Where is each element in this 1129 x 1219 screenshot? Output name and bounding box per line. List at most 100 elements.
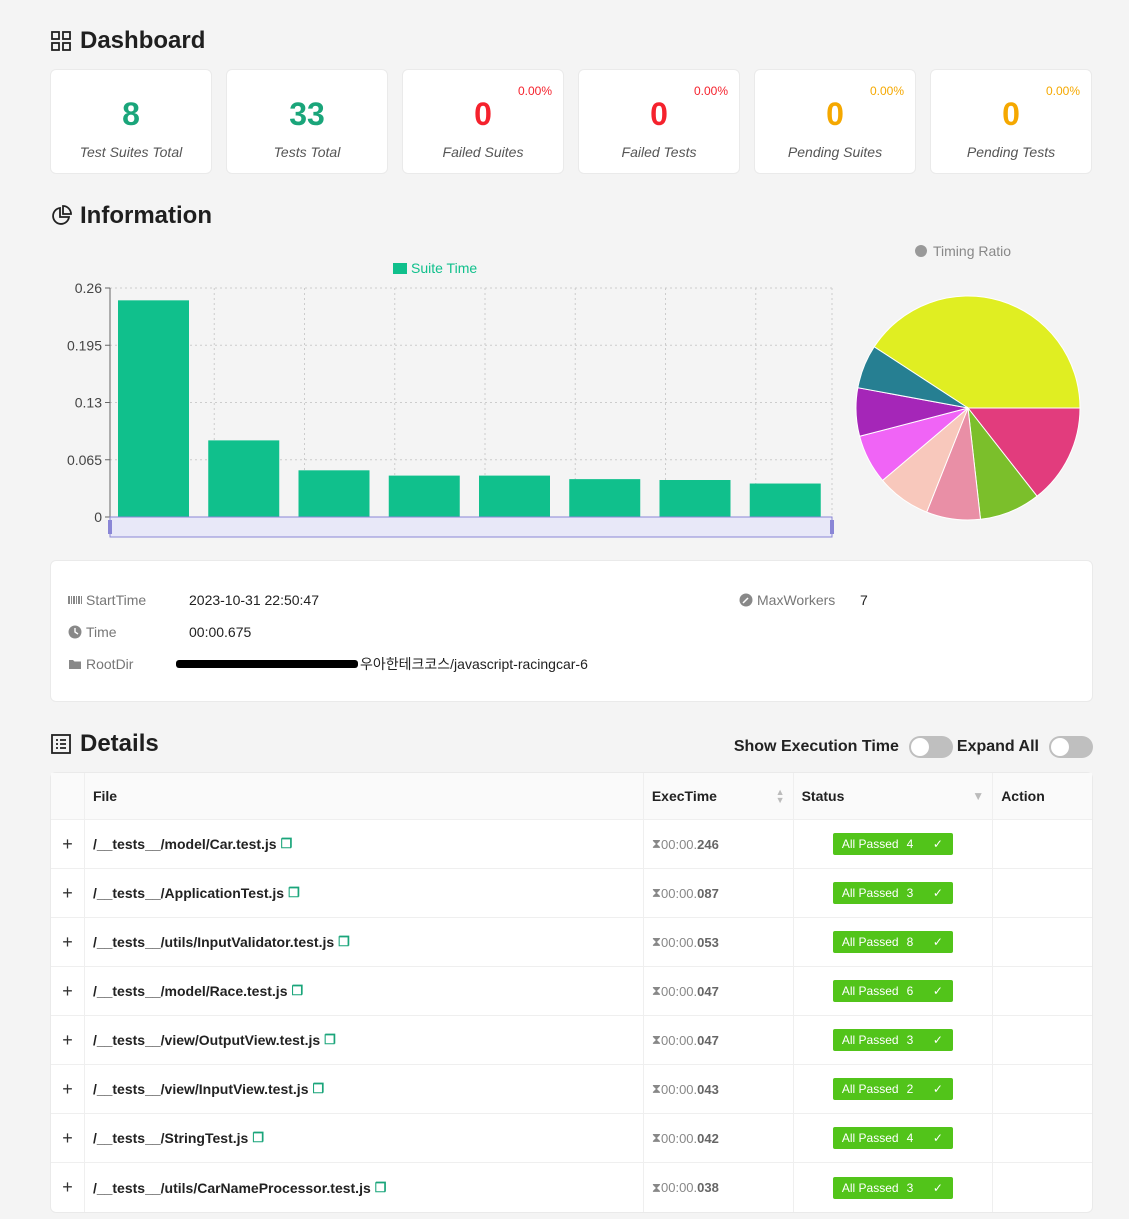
- card-value: 0: [474, 96, 492, 132]
- card-value: 8: [122, 96, 140, 132]
- suite-time-chart-svg: Suite Time 0 0.065 0.13 0.195 0.26: [67, 260, 834, 538]
- exectime-ms: 053: [697, 934, 719, 950]
- copy-icon[interactable]: ❐: [280, 836, 293, 851]
- expand-row-button[interactable]: +: [51, 918, 85, 966]
- exectime-prefix: 00:00.: [661, 885, 698, 901]
- copy-icon[interactable]: ❐: [252, 1130, 264, 1145]
- expand-row-button[interactable]: +: [51, 869, 85, 917]
- expand-row-button[interactable]: +: [51, 1114, 85, 1162]
- action-cell: [993, 1065, 1092, 1113]
- time-value: 00:00.675: [189, 624, 252, 640]
- table-row: + /__tests__/utils/InputValidator.test.j…: [51, 918, 1092, 967]
- copy-icon[interactable]: ❐: [338, 934, 350, 949]
- status-badge: All Passed 3 ✓: [832, 882, 953, 904]
- exectime-prefix: 00:00.: [661, 1032, 698, 1048]
- dashboard-gauge-icon: [739, 593, 753, 607]
- card-value: 0: [826, 96, 844, 132]
- pie-chart-icon: [52, 205, 72, 225]
- barcode-icon: [68, 596, 82, 604]
- card-tests-total: 33 Tests Total: [226, 69, 388, 174]
- card-percent: 0.00%: [517, 84, 552, 98]
- folder-icon: [69, 660, 81, 669]
- time-row: Time 00:00.675: [68, 624, 251, 640]
- rootdir-key: RootDir: [68, 656, 133, 672]
- hourglass-icon: ⧗: [651, 1179, 661, 1195]
- card-label: Test Suites Total: [79, 144, 183, 160]
- status-count: 2: [906, 1082, 914, 1096]
- show-exec-switch[interactable]: [908, 736, 953, 758]
- legend-label: Suite Time: [411, 260, 477, 276]
- zoom-handle-left: [108, 520, 112, 534]
- status-text: All Passed: [841, 1082, 899, 1096]
- details-toggles: Show Execution Time Expand All: [734, 736, 1093, 758]
- start-time-label: StartTime: [86, 592, 147, 608]
- bar: [388, 475, 460, 517]
- file-cell: /__tests__/model/Race.test.js ❐: [85, 967, 644, 1015]
- status-text: All Passed: [841, 1131, 899, 1145]
- zoom-slider: [109, 516, 833, 538]
- card-failed-suites: 0.00% 0 Failed Suites: [402, 69, 564, 174]
- max-workers-label: MaxWorkers: [757, 592, 836, 608]
- file-name: /__tests__/utils/InputValidator.test.js: [92, 934, 335, 950]
- status-count: 8: [906, 935, 914, 949]
- expand-row-button[interactable]: +: [51, 967, 85, 1015]
- copy-icon[interactable]: ❐: [312, 1081, 325, 1096]
- status-badge: All Passed 2 ✓: [832, 1078, 953, 1100]
- card-value: 33: [289, 96, 325, 132]
- time-label: Time: [86, 624, 117, 640]
- expand-row-button[interactable]: +: [51, 1016, 85, 1064]
- copy-icon[interactable]: ❐: [324, 1032, 336, 1047]
- status-cell: All Passed 3 ✓: [794, 1163, 994, 1212]
- timing-ratio-chart-svg: Timing Ratio: [855, 243, 1081, 521]
- card-percent: 0.00%: [869, 84, 904, 98]
- action-cell: [993, 1114, 1092, 1162]
- copy-icon[interactable]: ❐: [374, 1179, 387, 1195]
- sort-icon[interactable]: ▲ ▼: [775, 787, 785, 805]
- exectime-ms: 043: [697, 1081, 719, 1097]
- pie-slice[interactable]: [966, 407, 1081, 497]
- expand-row-button[interactable]: +: [51, 820, 85, 868]
- start-time-row: StartTime 2023-10-31 22:50:47: [68, 592, 319, 608]
- action-cell: [993, 1016, 1092, 1064]
- card-test-suites-total: 8 Test Suites Total: [50, 69, 212, 174]
- table-row: + /__tests__/ApplicationTest.js ❐ ⧗ 00:0…: [51, 869, 1092, 918]
- exectime-ms: 038: [697, 1180, 719, 1195]
- file-name: /__tests__/view/OutputView.test.js: [92, 1032, 321, 1048]
- table-row: + /__tests__/utils/CarNameProcessor.test…: [51, 1163, 1092, 1212]
- header-exectime[interactable]: ExecTime ▲ ▼: [644, 773, 794, 819]
- y-tick-label: 0.065: [67, 452, 102, 468]
- zoom-handle-right: [830, 520, 834, 534]
- action-cell: [993, 918, 1092, 966]
- check-icon: ✓: [932, 1033, 943, 1047]
- max-workers-row: MaxWorkers 7: [739, 592, 868, 608]
- filter-icon[interactable]: ▼: [972, 789, 985, 803]
- copy-icon[interactable]: ❐: [288, 885, 300, 900]
- status-count: 4: [906, 1131, 914, 1145]
- clock-icon: [68, 625, 82, 639]
- exectime-cell: ⧗ 00:00. 043: [644, 1065, 794, 1113]
- exectime-prefix: 00:00.: [661, 1081, 698, 1097]
- header-status-label: Status: [801, 788, 845, 804]
- bar: [659, 480, 731, 517]
- expand-row-button[interactable]: +: [51, 1065, 85, 1113]
- y-tick-label: 0.26: [75, 280, 102, 296]
- bar: [749, 483, 821, 517]
- bar: [208, 440, 280, 517]
- copy-icon[interactable]: ❐: [291, 983, 304, 998]
- hourglass-icon: ⧗: [651, 885, 661, 900]
- expand-row-button[interactable]: +: [51, 1163, 85, 1212]
- status-count: 6: [906, 984, 914, 998]
- information-title-text: Information: [80, 202, 212, 229]
- max-workers-key: MaxWorkers: [739, 592, 835, 608]
- legend-swatch: [393, 263, 407, 274]
- y-tick-label: 0: [94, 509, 102, 525]
- pie-slice[interactable]: [857, 346, 969, 409]
- status-badge: All Passed 3 ✓: [832, 1029, 953, 1051]
- status-text: All Passed: [841, 886, 899, 900]
- exectime-prefix: 00:00.: [661, 983, 698, 999]
- hourglass-icon: ⧗: [651, 1032, 661, 1047]
- grid-icon: [51, 31, 71, 51]
- action-cell: [993, 820, 1092, 868]
- check-icon: ✓: [932, 1180, 943, 1195]
- expand-all-switch[interactable]: [1049, 736, 1093, 758]
